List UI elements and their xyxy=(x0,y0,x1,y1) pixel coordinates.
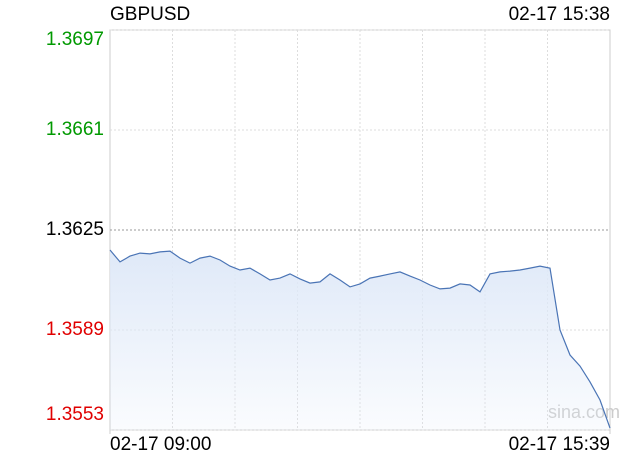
y-tick-label: 1.3625 xyxy=(46,219,104,240)
area xyxy=(110,250,610,430)
x-tick-label: 02-17 15:39 xyxy=(509,434,610,455)
y-tick-label: 1.3697 xyxy=(46,29,104,50)
y-tick-label: 1.3589 xyxy=(46,319,104,340)
timestamp: 02-17 15:38 xyxy=(509,4,610,25)
y-tick-label: 1.3553 xyxy=(46,404,104,425)
y-tick-label: 1.3661 xyxy=(46,119,104,140)
chart-title: GBPUSD xyxy=(110,4,190,25)
x-tick-label: 02-17 09:00 xyxy=(110,434,211,455)
price-line xyxy=(109,249,611,429)
